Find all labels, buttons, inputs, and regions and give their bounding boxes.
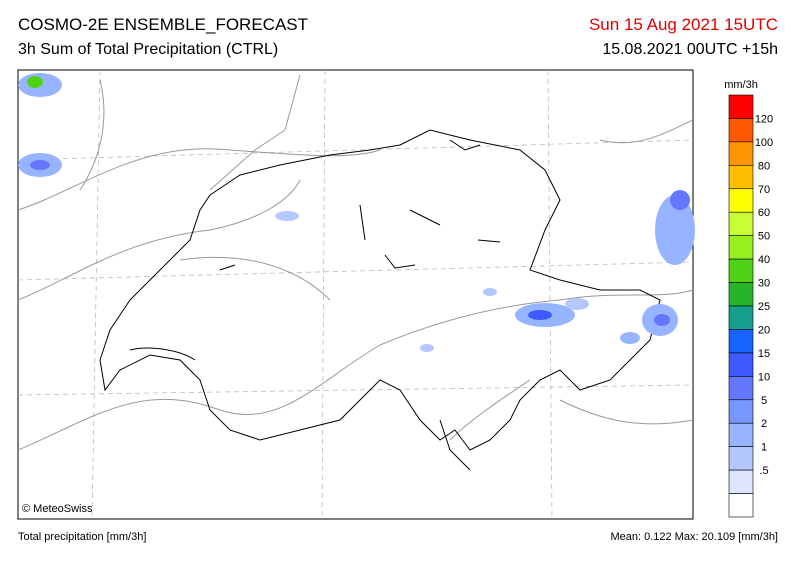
legend-label: 1: [761, 442, 767, 454]
map: © MeteoSwiss: [17, 69, 695, 520]
legend-swatch: [728, 422, 754, 447]
legend-swatch: [728, 446, 754, 471]
legend-unit: mm/3h: [724, 79, 758, 91]
legend-swatch: [728, 493, 754, 518]
legend-label: 5: [761, 395, 767, 407]
legend-swatch: [728, 141, 754, 166]
legend-label: 70: [758, 184, 770, 196]
legend-label: .5: [759, 465, 768, 477]
legend-label: 120: [755, 113, 773, 125]
footer-left: Total precipitation [mm/3h]: [18, 531, 146, 543]
legend-label: 50: [758, 231, 770, 243]
legend-label: 30: [758, 278, 770, 290]
legend-swatch: [728, 211, 754, 236]
credit: © MeteoSwiss: [22, 503, 93, 515]
legend-swatch: [728, 376, 754, 401]
legend-label: 20: [758, 324, 770, 336]
valid-time: Sun 15 Aug 2021 15UTC: [589, 15, 778, 34]
legend-swatch: [728, 469, 754, 494]
legend-label: 10: [758, 371, 770, 383]
legend-swatch: [728, 165, 754, 190]
legend-swatch: [728, 188, 754, 213]
legend-swatch: [728, 305, 754, 330]
legend-swatch: [728, 118, 754, 143]
legend-swatch: [728, 282, 754, 307]
legend-label: 40: [758, 254, 770, 266]
legend-label: 80: [758, 160, 770, 172]
legend-swatch: [728, 399, 754, 424]
legend-label: 2: [761, 418, 767, 430]
legend: 120 100 80 70 60 50 40 30 25 20 15 10 5 2 1 .5: [728, 94, 773, 518]
legend-label: 15: [758, 348, 770, 360]
title: COSMO-2E ENSEMBLE_FORECAST: [18, 15, 308, 34]
legend-label: 100: [755, 137, 773, 149]
footer-right: Mean: 0.122 Max: 20.109 [mm/3h]: [610, 531, 778, 543]
subtitle: 3h Sum of Total Precipitation (CTRL): [18, 41, 278, 58]
legend-swatch: [728, 352, 754, 377]
legend-label: 25: [758, 301, 770, 313]
legend-label: 60: [758, 207, 770, 219]
run-time: 15.08.2021 00UTC +15h: [602, 41, 778, 58]
legend-swatch: [728, 258, 754, 283]
legend-swatch: [728, 235, 754, 260]
legend-swatch: [728, 94, 754, 119]
legend-swatch: [728, 329, 754, 354]
